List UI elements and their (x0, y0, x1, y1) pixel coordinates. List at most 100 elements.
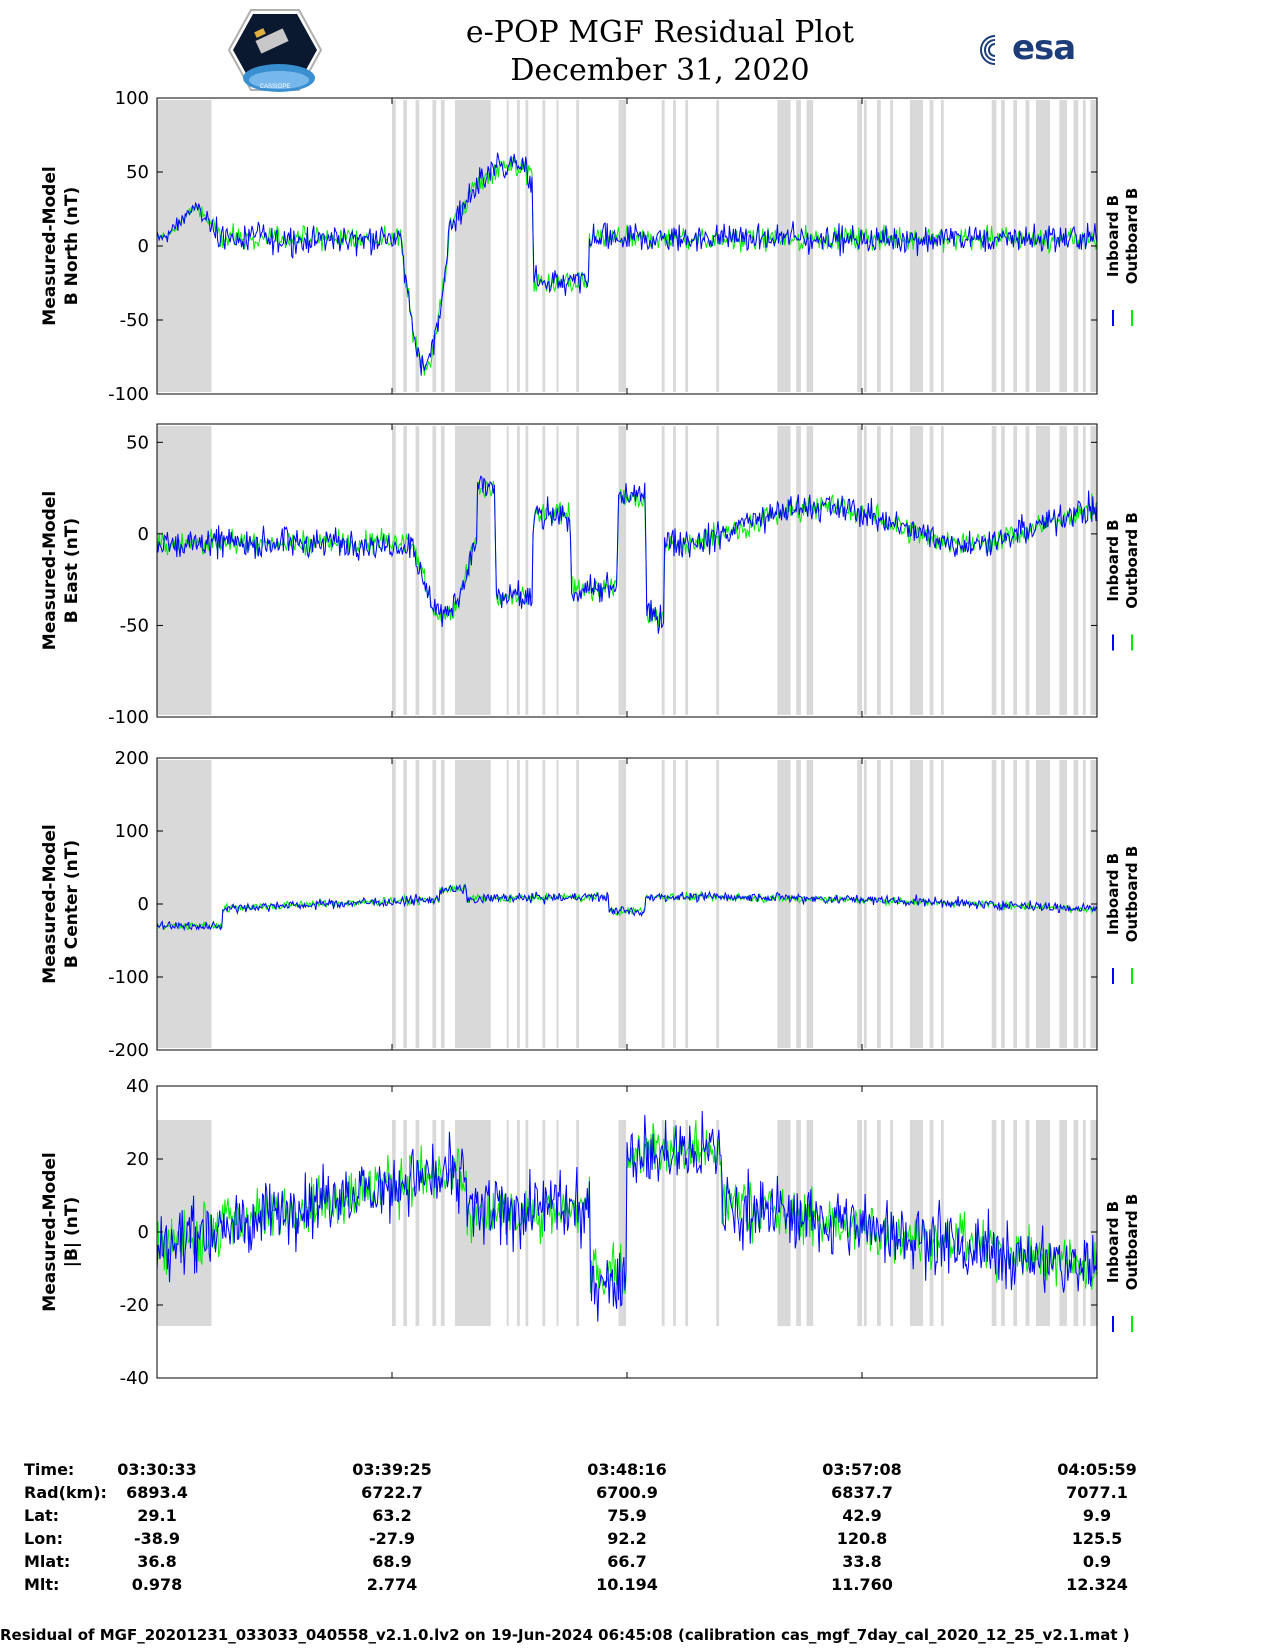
gap-region (857, 760, 862, 1048)
gap-region (454, 426, 491, 715)
gap-region (1001, 426, 1005, 715)
gap-region (1035, 760, 1050, 1048)
info-cell: 42.9 (842, 1506, 882, 1525)
gap-region (517, 426, 520, 715)
gap-region (506, 426, 509, 715)
legend: Inboard B Outboard B (1104, 846, 1141, 984)
gap-region (392, 1120, 396, 1326)
gap-region (991, 426, 997, 715)
gap-region (542, 426, 546, 715)
gap-region (517, 1120, 520, 1326)
gap-region (1025, 426, 1030, 715)
info-row-label: Lon: (24, 1529, 63, 1548)
y-axis-label-line2: B North (nT) (62, 187, 82, 306)
outboard-trace (156, 480, 1098, 628)
info-cell: 6722.7 (361, 1483, 423, 1502)
gap-region (1013, 1120, 1018, 1326)
gap-region (777, 100, 791, 392)
info-cell: 63.2 (372, 1506, 412, 1525)
gap-region (1090, 426, 1097, 715)
info-cell: 92.2 (607, 1529, 647, 1548)
panel-1: 100 50 0 -50 -100 Measured-Model B North (nT) I… (40, 88, 1141, 405)
gap-region (1001, 100, 1005, 392)
y-axis-label: Measured-Model B East (nT) (40, 491, 82, 650)
logo-left-text: CASSIOPE (260, 84, 291, 90)
gap-region (1013, 426, 1018, 715)
info-cell: 120.8 (836, 1529, 888, 1548)
gap-region (1082, 1120, 1086, 1326)
y-tick-label: -20 (120, 1295, 149, 1316)
gap-region (525, 426, 529, 715)
gap-region (685, 1120, 689, 1326)
title-line-1: e-POP MGF Residual Plot (465, 15, 855, 50)
gap-region (403, 1120, 408, 1326)
panel-4: 40 20 0 -20 -40 Measured-Model |B| (nT) Inboard… (40, 1076, 1141, 1389)
panel-2: 50 0 -50 -100 Measured-Model B East (nT) Inboa… (40, 423, 1141, 728)
info-cell: 03:48:16 (587, 1460, 667, 1479)
info-cell: 66.7 (607, 1552, 647, 1571)
legend-inboard-label: Inboard B (1104, 853, 1122, 935)
gap-region (777, 426, 791, 715)
gap-region (863, 760, 867, 1048)
info-cell: 12.324 (1066, 1575, 1128, 1594)
legend-inboard-label: Inboard B (1104, 1201, 1122, 1283)
info-cell: 0.978 (131, 1575, 183, 1594)
legend: Inboard B Outboard B (1104, 512, 1141, 651)
y-axis-label-line2: B Center (nT) (62, 840, 82, 968)
gap-region (1073, 426, 1079, 715)
gap-region (716, 1120, 720, 1326)
legend-inboard-label: Inboard B (1104, 195, 1122, 277)
gap-region (556, 760, 559, 1048)
gap-region (673, 760, 676, 1048)
y-tick-label: -100 (108, 707, 149, 728)
gap-region (432, 426, 437, 715)
y-tick-label: -100 (108, 967, 149, 988)
gap-region (392, 760, 396, 1048)
legend-outboard-label: Outboard B (1123, 1194, 1141, 1291)
info-row-label: Mlt: (24, 1575, 60, 1594)
y-axis-label-line1: Measured-Model (40, 824, 60, 983)
gap-region (542, 100, 546, 392)
gap-region (716, 426, 720, 715)
y-tick-label: 50 (126, 432, 149, 453)
gap-region (618, 426, 627, 715)
gap-region (940, 426, 944, 715)
y-tick-label: 200 (115, 748, 149, 769)
y-tick-label: 40 (126, 1076, 149, 1097)
gap-region (1025, 100, 1030, 392)
gap-region (863, 100, 867, 392)
y-tick-label: 20 (126, 1149, 149, 1170)
esa-logo-icon (980, 35, 996, 65)
info-cell: 03:57:08 (822, 1460, 902, 1479)
gap-region (661, 100, 665, 392)
gap-region (506, 760, 509, 1048)
inboard-trace (156, 883, 1098, 932)
gap-region (576, 100, 580, 392)
legend-inboard-label: Inboard B (1104, 519, 1122, 601)
orbit-info-table: Time: Rad(km): Lat: Lon: Mlat: Mlt: 03:30:33 68… (0, 1460, 1275, 1630)
gap-region (673, 100, 676, 392)
y-tick-label: 0 (138, 894, 149, 915)
gap-region (403, 426, 408, 715)
y-axis-label-line1: Measured-Model (40, 1152, 60, 1311)
chart-title: e-POP MGF Residual Plot December 31, 202… (400, 14, 920, 90)
footer-text: Residual of MGF_20201231_033033_040558_v… (0, 1626, 1130, 1644)
gap-region (506, 100, 509, 392)
gap-region (929, 1120, 934, 1326)
info-cell: 6893.4 (126, 1483, 188, 1502)
gap-region (542, 760, 546, 1048)
gap-region (661, 760, 665, 1048)
gap-region (877, 426, 881, 715)
y-axis-label-line1: Measured-Model (40, 166, 60, 325)
gap-region (576, 760, 580, 1048)
y-tick-label: 100 (115, 88, 149, 109)
gap-region (777, 760, 791, 1048)
cassiope-logo: CASSIOPE (227, 9, 323, 92)
info-cell: 125.5 (1071, 1529, 1123, 1548)
gap-region (1059, 100, 1067, 392)
gap-region (157, 426, 212, 715)
gap-region (525, 100, 529, 392)
gap-region (525, 760, 529, 1048)
gap-region (1059, 1120, 1067, 1326)
gap-region (392, 426, 396, 715)
